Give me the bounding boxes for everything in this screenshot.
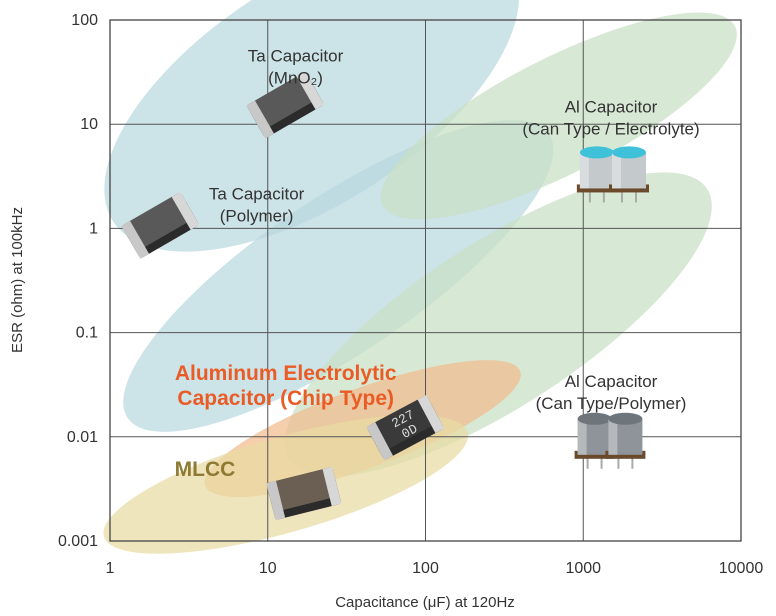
region-label-mlcc: MLCC — [175, 458, 236, 481]
can-highlight — [612, 152, 622, 189]
region-label-al-can-electrolyte: (Can Type / Electrolyte) — [522, 119, 699, 138]
plot-frame — [109, 19, 742, 542]
x-axis-label: Capacitance (μF) at 120Hz — [335, 594, 515, 611]
x-tick-label: 100 — [412, 560, 439, 577]
y-tick-label: 0.1 — [76, 325, 98, 342]
chip-terminal — [266, 480, 286, 521]
x-tick-label: 1000 — [565, 560, 601, 577]
region-label-al-chip: Capacitor (Chip Type) — [177, 387, 394, 410]
can-top — [577, 412, 612, 425]
component-mlcc-chip — [266, 466, 342, 521]
chip-terminal — [322, 466, 342, 507]
chip-body — [247, 72, 320, 131]
y-tick-label: 0.01 — [67, 429, 98, 446]
can-top — [608, 412, 643, 425]
can-highlight — [577, 418, 587, 455]
can-top — [579, 146, 614, 159]
x-tick-label: 10 — [259, 560, 277, 577]
y-tick-label: 100 — [71, 12, 98, 29]
x-tick-label: 1 — [106, 560, 115, 577]
can-top — [612, 146, 647, 159]
chip-terminal — [246, 100, 274, 139]
region-label-al-can-polymer: Al Capacitor — [565, 372, 658, 391]
y-tick-label: 0.001 — [58, 533, 98, 550]
ticks-layer: 1 10 100 1000 10000 0.001 0.01 0.1 1 10 100 — [58, 12, 763, 577]
chip-terminal — [366, 422, 394, 461]
component-al-can-3 — [574, 412, 615, 469]
chip-terminal — [417, 394, 445, 434]
region-label-al-can-polymer: (Can Type/Polymer) — [536, 394, 687, 413]
region-label-al-chip: Aluminum Electrolytic — [175, 362, 397, 385]
component-al-can-1 — [576, 146, 617, 203]
y-axis-label: ESR (ohm) at 100kHz — [9, 207, 26, 353]
region-al-can-electrolyte — [380, 12, 737, 220]
chip-body — [266, 467, 339, 512]
chip-body — [122, 192, 195, 251]
region-label-ta-polymer: (Polymer) — [220, 206, 294, 225]
region-label-ta-mno2: (MnO₂) — [268, 68, 323, 87]
region-label-ta-mno2: Ta Capacitor — [248, 46, 344, 65]
component-al-can-2 — [609, 146, 650, 203]
component-ta-polymer-chip — [121, 191, 200, 259]
y-tick-label: 1 — [89, 220, 98, 237]
component-ta-mno2-chip — [246, 71, 325, 139]
y-tick-label: 10 — [80, 116, 98, 133]
labels-layer: Ta Capacitor (MnO₂) Ta Capacitor (Polymer) A… — [175, 46, 700, 481]
regions-layer — [103, 0, 737, 554]
chip-body — [367, 395, 440, 453]
chip-terminal — [296, 71, 325, 110]
component-al-can-4 — [605, 412, 646, 469]
can-highlight — [608, 418, 618, 455]
x-tick-label: 10000 — [719, 560, 764, 577]
can-highlight — [579, 152, 589, 189]
chip-terminal — [121, 220, 150, 259]
chip-terminal — [171, 191, 200, 230]
region-label-al-can-electrolyte: Al Capacitor — [565, 97, 658, 116]
chip-marking: 0D — [399, 421, 420, 442]
region-label-ta-polymer: Ta Capacitor — [209, 184, 305, 203]
